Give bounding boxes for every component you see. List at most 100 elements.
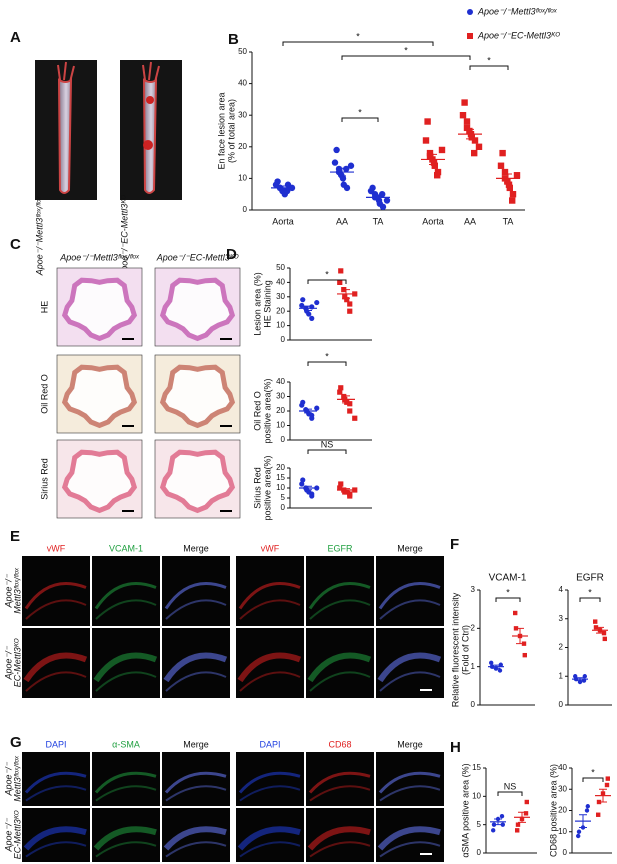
photo-label: Apoe⁻/⁻EC-Mettl3ᴷᴼ: [119, 195, 129, 278]
error-bar: [599, 788, 607, 803]
data-point: [431, 162, 438, 169]
data-point: [605, 776, 610, 781]
significance-bracket: [582, 777, 604, 782]
vessel: [57, 61, 75, 194]
y-tick-label: 40: [238, 79, 247, 88]
error-bar: [304, 305, 312, 311]
data-point: [491, 828, 496, 833]
signal: [239, 841, 301, 858]
error-bar: [342, 395, 350, 404]
column-header: Apoe⁻/⁻EC-Mettl3ᴷᴼ: [156, 252, 239, 262]
micrograph: [92, 752, 160, 806]
error-bar: [429, 153, 437, 165]
channel-label: DAPI: [259, 739, 280, 749]
data-point: [337, 485, 343, 491]
data-point: [524, 799, 529, 805]
channel-label: Merge: [183, 739, 209, 749]
data-point: [576, 829, 582, 834]
row-label: Sirius Red: [39, 458, 49, 500]
micrograph: [236, 808, 304, 862]
data-point: [596, 812, 601, 817]
data-point: [300, 297, 306, 303]
channel-label: CD68: [328, 739, 351, 749]
significance-label: NS: [321, 439, 334, 449]
data-point: [337, 389, 343, 395]
significance-bracket: [497, 791, 523, 796]
data-point: [459, 112, 467, 119]
data-point: [300, 477, 306, 483]
y-tick-label: 30: [276, 292, 285, 301]
signal: [165, 785, 227, 802]
panel-letter: F: [450, 536, 459, 553]
vessel-wall: [159, 449, 236, 514]
data-point: [471, 149, 478, 157]
data-point: [352, 415, 358, 421]
error-bar: [516, 627, 524, 645]
x-tick-label: AA: [464, 216, 476, 226]
data-point: [347, 493, 353, 499]
signal: [94, 582, 157, 610]
y-tick-label: 30: [276, 392, 285, 401]
y-axis-label: Lesion area (%): [252, 272, 262, 336]
data-point: [338, 385, 344, 391]
y-axis-label: positive area(%): [262, 455, 272, 520]
data-point: [299, 481, 305, 487]
signal: [24, 771, 87, 794]
y-tick-label: 3: [559, 614, 564, 623]
row-label: EC-Mettl3ᴷᴼ: [12, 810, 22, 859]
micrograph: [306, 628, 374, 698]
data-point: [347, 308, 353, 314]
row-label: Apoe⁻/⁻: [3, 817, 13, 852]
error-bar: [492, 664, 500, 669]
micrograph: [162, 628, 230, 698]
data-point: [339, 175, 347, 182]
signal: [379, 785, 441, 802]
y-axis-label: CD68 positive area (%): [548, 764, 558, 857]
signal: [238, 771, 301, 794]
y-tick-label: 10: [276, 321, 285, 330]
micrograph: [22, 556, 90, 626]
error-bar: [279, 185, 287, 191]
legend-label: Apoe⁻/⁻Mettl3ᶠˡᵒˣ/ᶠˡᵒˣ: [477, 6, 558, 16]
y-tick-label: 20: [238, 142, 247, 151]
signal: [165, 841, 227, 858]
error-bar: [579, 814, 587, 828]
signal: [379, 599, 441, 620]
significance-label: *: [358, 107, 362, 117]
data-point: [438, 146, 446, 154]
channel-label: EGFR: [327, 543, 353, 553]
vessel: [142, 61, 160, 194]
y-tick-label: 20: [276, 463, 285, 472]
signal: [308, 771, 371, 794]
signal: [93, 652, 158, 683]
data-point: [501, 168, 509, 176]
micrograph: [376, 628, 444, 698]
micrograph: [162, 752, 230, 806]
data-point: [500, 822, 505, 827]
data-point: [506, 184, 513, 192]
legend-marker: [467, 9, 473, 15]
significance-bracket: [469, 65, 509, 70]
y-tick-label: 40: [276, 278, 285, 287]
x-tick-label: TA: [373, 216, 384, 226]
signal: [379, 671, 441, 692]
signal: [25, 599, 87, 620]
data-point: [604, 782, 610, 788]
x-tick-label: TA: [503, 216, 514, 226]
signal: [309, 599, 371, 620]
y-axis-label: (Fold of Ctrl): [460, 625, 470, 675]
error-bar: [374, 194, 382, 200]
signal: [237, 652, 302, 683]
data-point: [424, 118, 431, 125]
signal: [309, 671, 371, 692]
micrograph: [22, 628, 90, 698]
micrograph: [162, 808, 230, 862]
vessel-wall: [61, 449, 138, 514]
data-point: [343, 184, 351, 192]
data-point: [585, 804, 590, 809]
y-tick-label: 0: [243, 205, 248, 214]
data-point: [309, 315, 315, 321]
data-point: [347, 408, 353, 414]
row-label: Mettl3ᶠˡᵒˣ/ᶠˡᵒˣ: [12, 567, 22, 614]
